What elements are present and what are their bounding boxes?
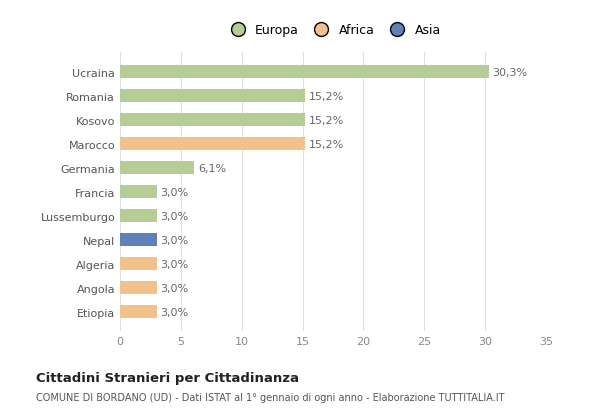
Text: 15,2%: 15,2% — [308, 115, 344, 125]
Text: 3,0%: 3,0% — [160, 235, 188, 245]
Bar — [120, 186, 157, 199]
Bar — [120, 90, 305, 103]
Bar — [120, 306, 157, 319]
Bar — [120, 234, 157, 247]
Bar — [120, 281, 157, 294]
Bar — [120, 114, 305, 127]
Bar — [120, 138, 305, 151]
Text: 15,2%: 15,2% — [308, 91, 344, 101]
Text: 30,3%: 30,3% — [493, 67, 527, 77]
Text: 3,0%: 3,0% — [160, 211, 188, 221]
Text: 3,0%: 3,0% — [160, 283, 188, 293]
Text: Cittadini Stranieri per Cittadinanza: Cittadini Stranieri per Cittadinanza — [36, 371, 299, 384]
Text: 3,0%: 3,0% — [160, 307, 188, 317]
Text: 3,0%: 3,0% — [160, 187, 188, 197]
Text: COMUNE DI BORDANO (UD) - Dati ISTAT al 1° gennaio di ogni anno - Elaborazione TU: COMUNE DI BORDANO (UD) - Dati ISTAT al 1… — [36, 392, 505, 402]
Text: 3,0%: 3,0% — [160, 259, 188, 269]
Text: 15,2%: 15,2% — [308, 139, 344, 149]
Text: 6,1%: 6,1% — [198, 163, 226, 173]
Legend: Europa, Africa, Asia: Europa, Africa, Asia — [221, 20, 445, 41]
Bar — [120, 209, 157, 223]
Bar — [120, 162, 194, 175]
Bar — [120, 66, 489, 79]
Bar — [120, 258, 157, 271]
